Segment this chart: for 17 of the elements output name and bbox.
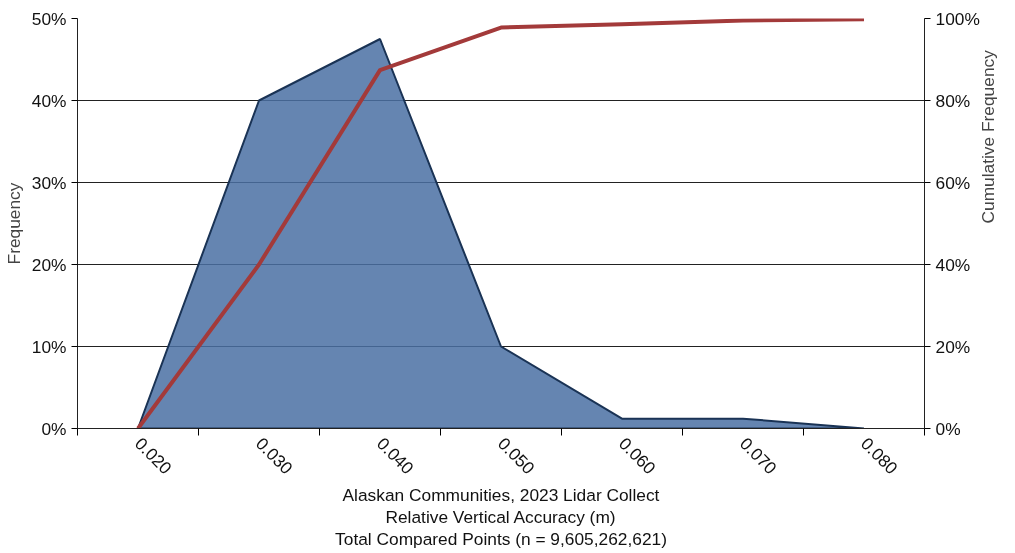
y2-tick-label: 0% bbox=[935, 418, 961, 439]
y-tick-label: 50% bbox=[31, 8, 67, 29]
text: Alaskan Communities, 2023 Lidar Collect bbox=[342, 484, 660, 505]
y2-tick-label: 40% bbox=[935, 254, 971, 275]
y2-tick-label: 100% bbox=[935, 8, 980, 29]
y2-tick-label: 60% bbox=[935, 172, 971, 193]
y-tick-label: 30% bbox=[31, 172, 67, 193]
y2-tick-label: 80% bbox=[935, 90, 971, 111]
y-tick-label: 0% bbox=[41, 418, 67, 439]
text: Total Compared Points (n = 9,605,262,621) bbox=[335, 528, 667, 549]
y-tick-label: 10% bbox=[31, 336, 67, 357]
y2-tick-label: 20% bbox=[935, 336, 971, 357]
y2-axis-title: Cumulative Frequency bbox=[977, 49, 998, 224]
y-tick-label: 40% bbox=[31, 90, 67, 111]
x-axis-title: Relative Vertical Accuracy (m) bbox=[385, 506, 616, 527]
y-axis-title: Frequency bbox=[3, 182, 24, 265]
y-tick-label: 20% bbox=[31, 254, 67, 275]
